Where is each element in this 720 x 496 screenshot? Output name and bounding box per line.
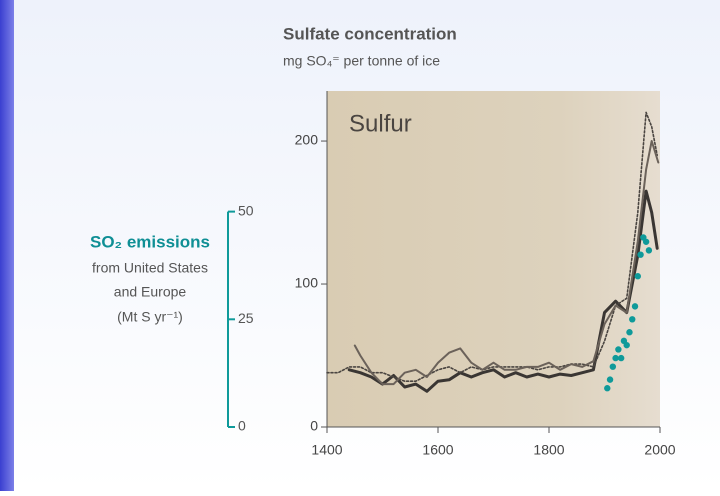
y2-tick-label: 0 [238,418,246,434]
data-point [612,354,619,362]
data-point [604,385,611,392]
y-tick-label: 200 [295,132,319,148]
data-point [606,376,614,383]
chart-title: Sulfate concentration [283,24,457,43]
data-point [631,303,639,310]
data-point [609,363,617,370]
x-tick-label: 1400 [311,442,342,458]
data-point [623,341,630,349]
y2-axis-label: and Europe [114,284,187,300]
edge-strip [0,0,14,491]
y2-axis-title: SO₂ emissions [90,232,210,251]
data-point [634,273,641,280]
chart-subtitle: mg SO₄⁼ per tonne of ice [283,53,440,69]
data-point [645,247,653,254]
data-point [642,238,650,245]
x-tick-label: 2000 [644,442,675,458]
y2-axis-label: from United States [92,260,208,276]
data-line [326,111,658,382]
annotation: Sulfur [349,110,412,137]
x-tick-label: 1800 [533,442,564,458]
data-line [353,140,660,386]
y-tick-label: 0 [310,418,318,434]
y-tick-label: 100 [295,275,319,291]
y2-tick-label: 25 [238,310,254,326]
data-point [637,251,644,258]
data-point [615,346,622,353]
data-point [629,316,636,323]
data-point [617,354,625,362]
y2-axis-label: (Mt S yr⁻¹) [117,309,183,325]
data-point [626,329,633,336]
x-tick-label: 1600 [422,442,453,458]
data-line [347,189,659,393]
y2-tick-label: 50 [238,202,254,218]
